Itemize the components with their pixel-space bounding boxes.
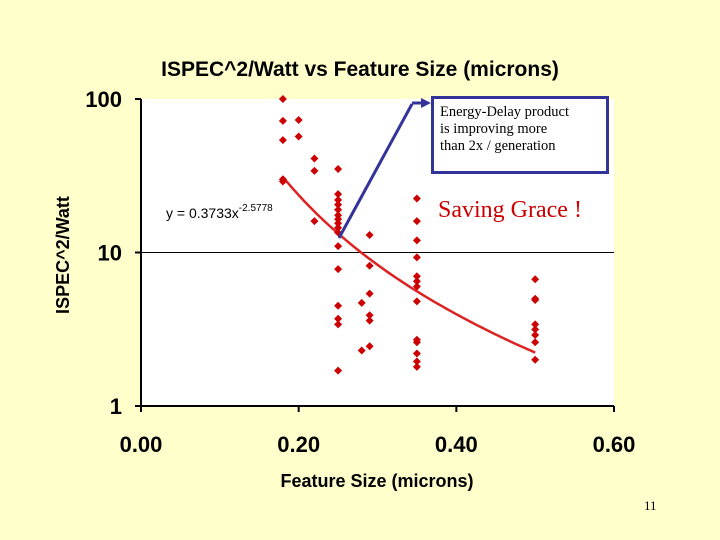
data-point [412, 297, 421, 306]
data-point [334, 366, 343, 375]
trendline-equation: y = 0.3733x-2.5778 [166, 203, 273, 221]
data-point [334, 195, 343, 204]
data-point [334, 164, 343, 173]
y-tick-label: 1 [110, 394, 122, 419]
callout-line-2: is improving more [440, 121, 548, 137]
data-point [531, 331, 540, 340]
data-point [334, 301, 343, 310]
data-point [412, 277, 421, 286]
x-tick-label: 0.00 [120, 432, 163, 457]
data-point [357, 298, 366, 307]
data-point [334, 265, 343, 274]
data-point [365, 289, 374, 298]
ticks-layer: 0.00 0.20 0.40 0.60 1 10 100 [85, 87, 635, 457]
data-point [357, 346, 366, 355]
y-axis-label: ISPEC^2/Watt [53, 196, 73, 314]
data-point [412, 338, 421, 347]
callout-line-3: than 2x / generation [440, 138, 556, 154]
data-point [278, 95, 287, 103]
data-point [412, 217, 421, 226]
data-point [412, 362, 421, 371]
data-point [334, 320, 343, 329]
data-point [412, 282, 421, 291]
data-point [365, 316, 374, 325]
data-point [531, 325, 540, 334]
saving-grace-annotation: Saving Grace ! [438, 197, 582, 223]
data-point [365, 261, 374, 270]
page-number: 11 [644, 498, 657, 513]
y-tick-label: 10 [98, 241, 122, 266]
data-point [334, 205, 343, 214]
callout-box: Energy-Delay product is improving more t… [431, 96, 609, 174]
data-point [412, 349, 421, 358]
equation-base: y = 0.3733x [166, 205, 239, 221]
data-point [310, 217, 319, 226]
arrow-head [421, 98, 431, 108]
data-point [334, 223, 343, 232]
trend-line [281, 176, 536, 354]
data-point [334, 200, 343, 209]
data-point [531, 320, 540, 329]
data-point [334, 215, 343, 224]
data-point [365, 231, 374, 240]
data-point [365, 342, 374, 351]
arrow-shaft [337, 103, 414, 239]
chart-title: ISPEC^2/Watt vs Feature Size (microns) [161, 58, 559, 81]
data-point [531, 338, 540, 347]
x-tick-label: 0.20 [277, 432, 320, 457]
data-point [412, 253, 421, 262]
data-point [365, 311, 374, 320]
data-point [412, 357, 421, 366]
equation-exponent: -2.5778 [239, 203, 273, 214]
points-layer [278, 95, 540, 375]
data-point [412, 236, 421, 245]
x-tick-label: 0.60 [593, 432, 636, 457]
data-point [334, 190, 343, 199]
data-point [294, 132, 303, 141]
data-point [294, 115, 303, 124]
data-point [310, 154, 319, 163]
x-tick-label: 0.40 [435, 432, 478, 457]
data-point [412, 194, 421, 203]
callout-arrow [337, 98, 431, 239]
callout-line-1: Energy-Delay product [440, 104, 569, 120]
trend-layer [281, 176, 536, 354]
x-axis-label: Feature Size (microns) [280, 471, 473, 491]
data-point [531, 296, 540, 305]
data-point [278, 116, 287, 125]
data-point [334, 219, 343, 228]
data-point [278, 177, 287, 186]
data-point [334, 314, 343, 323]
y-tick-label: 100 [85, 87, 122, 112]
data-point [531, 275, 540, 284]
data-point [278, 136, 287, 145]
data-point [531, 355, 540, 364]
data-point [310, 166, 319, 175]
data-point [412, 272, 421, 281]
data-point [334, 242, 343, 251]
